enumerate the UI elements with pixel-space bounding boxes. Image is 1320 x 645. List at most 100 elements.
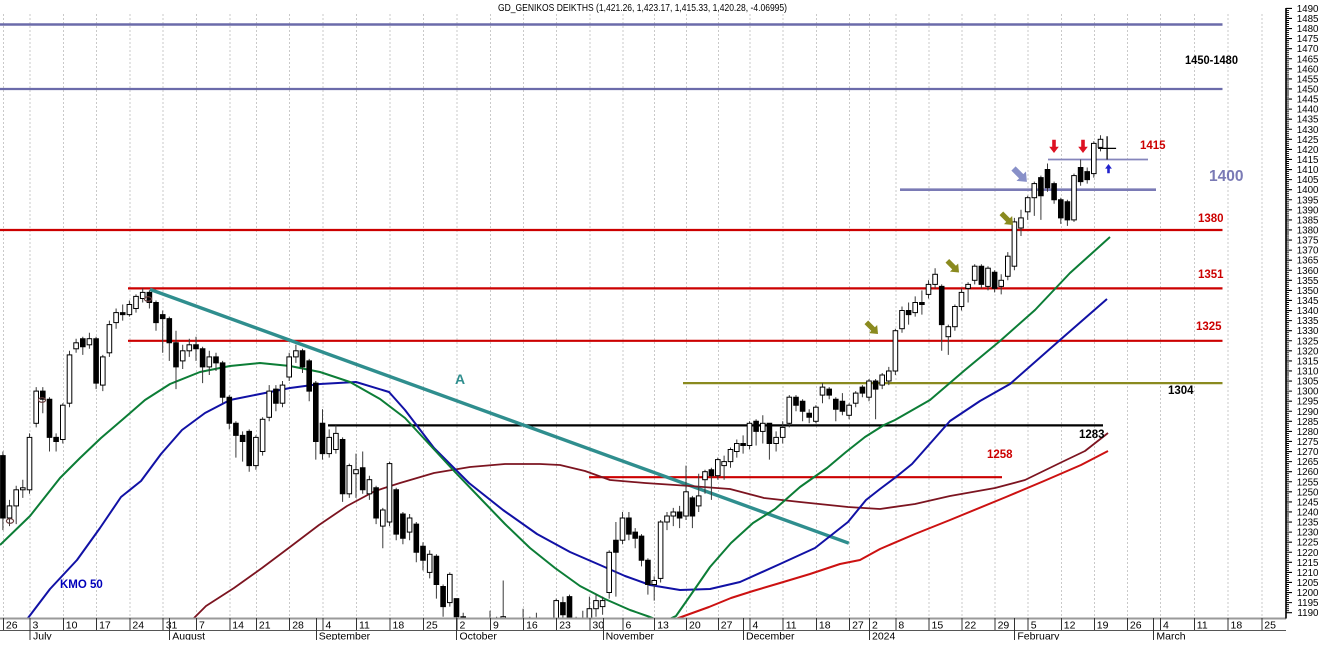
svg-text:1310: 1310: [1297, 367, 1319, 378]
svg-text:November: November: [606, 631, 655, 641]
svg-text:22: 22: [965, 620, 977, 632]
svg-text:1195: 1195: [1297, 598, 1319, 609]
svg-text:1435: 1435: [1297, 115, 1319, 126]
svg-text:1245: 1245: [1297, 497, 1319, 508]
svg-text:July: July: [33, 631, 52, 641]
svg-text:1200: 1200: [1297, 588, 1319, 599]
svg-text:1315: 1315: [1297, 356, 1319, 367]
svg-text:1275: 1275: [1297, 437, 1319, 448]
svg-text:1320: 1320: [1297, 346, 1319, 357]
svg-text:1370: 1370: [1297, 246, 1319, 257]
svg-text:13: 13: [657, 620, 669, 632]
svg-text:25: 25: [1264, 620, 1276, 632]
svg-text:1283: 1283: [1079, 429, 1105, 441]
svg-text:February: February: [1017, 631, 1060, 641]
svg-text:1210: 1210: [1297, 568, 1319, 579]
svg-text:1420: 1420: [1297, 145, 1319, 156]
svg-text:1400: 1400: [1209, 168, 1243, 185]
svg-text:1490: 1490: [1297, 4, 1319, 15]
svg-text:1425: 1425: [1297, 135, 1319, 146]
svg-text:1240: 1240: [1297, 508, 1319, 519]
svg-text:24: 24: [132, 620, 144, 632]
svg-text:1405: 1405: [1297, 175, 1319, 186]
svg-text:1355: 1355: [1297, 276, 1319, 287]
svg-text:1400: 1400: [1297, 185, 1319, 196]
svg-text:August: August: [172, 631, 205, 641]
svg-text:27: 27: [721, 620, 733, 632]
svg-text:1390: 1390: [1297, 205, 1319, 216]
svg-text:1230: 1230: [1297, 528, 1319, 539]
svg-text:1465: 1465: [1297, 54, 1319, 65]
svg-text:1450-1480: 1450-1480: [1185, 53, 1238, 67]
svg-text:1460: 1460: [1297, 64, 1319, 75]
svg-text:GD_GENIKOS DEIKTHS (1,421.26,: GD_GENIKOS DEIKTHS (1,421.26, 1,423.17, …: [498, 2, 787, 14]
svg-text:2024: 2024: [872, 631, 896, 641]
svg-text:26: 26: [6, 620, 18, 632]
svg-text:1380: 1380: [1198, 213, 1224, 225]
svg-text:1295: 1295: [1297, 397, 1319, 408]
svg-text:1485: 1485: [1297, 14, 1319, 25]
svg-text:1365: 1365: [1297, 256, 1319, 267]
svg-text:1430: 1430: [1297, 125, 1319, 136]
svg-text:1300: 1300: [1297, 387, 1319, 398]
svg-text:11: 11: [1197, 620, 1208, 632]
svg-text:1351: 1351: [1198, 269, 1224, 281]
svg-text:1258: 1258: [987, 449, 1013, 461]
svg-text:1415: 1415: [1297, 155, 1319, 166]
svg-text:1305: 1305: [1297, 377, 1319, 388]
svg-text:1330: 1330: [1297, 326, 1319, 337]
svg-text:March: March: [1156, 631, 1185, 641]
svg-text:1340: 1340: [1297, 306, 1319, 317]
svg-text:1385: 1385: [1297, 215, 1319, 226]
svg-text:1360: 1360: [1297, 266, 1319, 277]
svg-text:1335: 1335: [1297, 316, 1319, 327]
svg-text:1475: 1475: [1297, 34, 1319, 45]
svg-text:19: 19: [1097, 620, 1109, 632]
svg-text:1260: 1260: [1297, 467, 1319, 478]
svg-text:1250: 1250: [1297, 487, 1319, 498]
svg-text:1325: 1325: [1297, 336, 1319, 347]
svg-text:15: 15: [932, 620, 944, 632]
svg-text:1410: 1410: [1297, 165, 1319, 176]
svg-text:1190: 1190: [1297, 608, 1319, 619]
svg-text:1445: 1445: [1297, 95, 1319, 106]
svg-text:27: 27: [852, 620, 864, 632]
svg-text:28: 28: [292, 620, 304, 632]
svg-text:1345: 1345: [1297, 296, 1319, 307]
svg-text:8: 8: [898, 620, 904, 632]
svg-text:1235: 1235: [1297, 518, 1319, 529]
svg-text:1395: 1395: [1297, 195, 1319, 206]
svg-text:17: 17: [99, 620, 111, 632]
svg-text:1375: 1375: [1297, 236, 1319, 247]
svg-text:16: 16: [526, 620, 538, 632]
svg-text:21: 21: [259, 620, 271, 632]
svg-text:18: 18: [819, 620, 831, 632]
svg-text:1450: 1450: [1297, 85, 1319, 96]
svg-text:1470: 1470: [1297, 44, 1319, 55]
svg-text:12: 12: [1064, 620, 1076, 632]
svg-text:30: 30: [592, 620, 604, 632]
svg-text:1220: 1220: [1297, 548, 1319, 559]
svg-text:23: 23: [559, 620, 571, 632]
svg-text:1270: 1270: [1297, 447, 1319, 458]
svg-text:25: 25: [426, 620, 438, 632]
svg-text:1255: 1255: [1297, 477, 1319, 488]
svg-text:1290: 1290: [1297, 407, 1319, 418]
svg-text:1285: 1285: [1297, 417, 1319, 428]
svg-text:20: 20: [689, 620, 701, 632]
svg-text:KMO 50: KMO 50: [60, 579, 103, 591]
svg-text:1265: 1265: [1297, 457, 1319, 468]
svg-text:10: 10: [66, 620, 78, 632]
svg-text:1304: 1304: [1168, 385, 1194, 397]
svg-text:December: December: [746, 631, 795, 641]
svg-text:1280: 1280: [1297, 427, 1319, 438]
svg-text:14: 14: [232, 620, 244, 632]
svg-text:October: October: [460, 631, 498, 641]
svg-text:1205: 1205: [1297, 578, 1319, 589]
svg-text:1225: 1225: [1297, 538, 1319, 549]
svg-text:1380: 1380: [1297, 226, 1319, 237]
svg-text:1455: 1455: [1297, 74, 1319, 85]
svg-text:26: 26: [1130, 620, 1142, 632]
svg-text:1480: 1480: [1297, 24, 1319, 35]
svg-text:1350: 1350: [1297, 286, 1319, 297]
